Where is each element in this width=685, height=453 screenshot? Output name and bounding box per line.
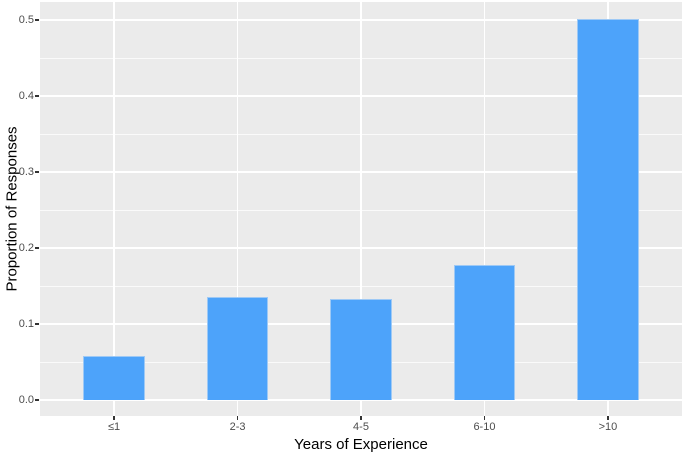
- y-tick-label: 0.4: [18, 90, 34, 102]
- x-tick-label: 6-10: [473, 421, 496, 433]
- x-tick-label: ≤1: [107, 421, 121, 433]
- x-tick-label: 4-5: [353, 421, 369, 433]
- y-tick-label: 0.1: [18, 318, 34, 330]
- y-tick-mark: [35, 323, 39, 325]
- gridline-vertical: [113, 2, 115, 416]
- y-tick-mark: [35, 19, 39, 21]
- x-tick-label: >10: [598, 421, 618, 433]
- gridline-vertical: [483, 2, 486, 416]
- y-tick-label: 0.0: [18, 394, 34, 406]
- bar: [453, 264, 516, 400]
- y-tick-label: 0.5: [18, 14, 34, 26]
- y-tick-mark: [35, 399, 39, 401]
- plot-panel: [40, 2, 682, 416]
- x-tick-mark: [607, 416, 609, 420]
- bar: [577, 19, 639, 400]
- x-tick-mark: [360, 416, 362, 420]
- x-tick-mark: [483, 416, 486, 420]
- bar: [83, 355, 145, 400]
- y-tick-label: 0.3: [18, 166, 34, 178]
- gridline-vertical: [360, 2, 362, 416]
- y-axis-title: Proportion of Responses: [3, 126, 21, 292]
- x-axis-title: Years of Experience: [294, 436, 428, 453]
- y-tick-mark: [35, 95, 39, 97]
- bar: [206, 297, 269, 400]
- x-tick-mark: [113, 416, 115, 420]
- gridline-vertical: [236, 2, 239, 416]
- y-tick-mark: [35, 247, 39, 249]
- x-tick-label: 2-3: [229, 421, 246, 433]
- y-tick-label: 0.2: [18, 242, 34, 254]
- x-tick-mark: [236, 416, 239, 420]
- bar: [330, 298, 392, 400]
- y-tick-mark: [35, 171, 39, 173]
